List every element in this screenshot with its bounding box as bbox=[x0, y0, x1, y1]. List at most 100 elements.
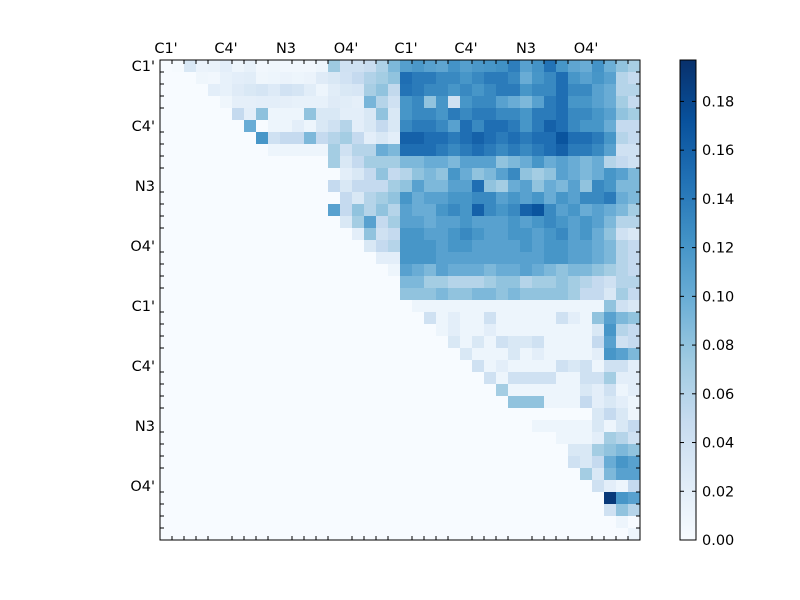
heatmap-cell bbox=[436, 504, 449, 517]
heatmap-cell bbox=[532, 252, 545, 265]
heatmap-cell bbox=[520, 132, 533, 145]
heatmap-cell bbox=[328, 204, 341, 217]
heatmap-cell bbox=[508, 144, 521, 157]
heatmap-cell bbox=[244, 168, 257, 181]
heatmap-cell bbox=[520, 456, 533, 469]
heatmap-cell bbox=[376, 420, 389, 433]
heatmap-cell bbox=[436, 348, 449, 361]
heatmap-cell bbox=[400, 420, 413, 433]
heatmap-cell bbox=[268, 396, 281, 409]
heatmap-cell bbox=[304, 252, 317, 265]
heatmap-cell bbox=[628, 456, 641, 469]
heatmap-cell bbox=[184, 240, 197, 253]
heatmap-cell bbox=[508, 216, 521, 229]
heatmap-cell bbox=[352, 84, 365, 97]
y-tick-label: C1' bbox=[132, 299, 155, 315]
heatmap-cell bbox=[352, 228, 365, 241]
heatmap-cell bbox=[400, 324, 413, 337]
heatmap-cell bbox=[316, 156, 329, 169]
heatmap-cell bbox=[592, 168, 605, 181]
heatmap-cell bbox=[376, 252, 389, 265]
heatmap-cell bbox=[196, 204, 209, 217]
heatmap-cell bbox=[172, 468, 185, 481]
heatmap-cell bbox=[304, 120, 317, 133]
heatmap-cell bbox=[184, 336, 197, 349]
heatmap-cell bbox=[604, 492, 617, 505]
heatmap-cell bbox=[232, 360, 245, 373]
heatmap-cell bbox=[316, 276, 329, 289]
heatmap-cell bbox=[448, 396, 461, 409]
heatmap-cell bbox=[328, 420, 341, 433]
heatmap-cell bbox=[580, 156, 593, 169]
heatmap-cell bbox=[364, 360, 377, 373]
colorbar-tick-label: 0.18 bbox=[702, 94, 734, 110]
heatmap-cell bbox=[256, 432, 269, 445]
heatmap-cell bbox=[412, 144, 425, 157]
heatmap-cell bbox=[244, 324, 257, 337]
heatmap-cell bbox=[256, 144, 269, 157]
heatmap-cell bbox=[292, 456, 305, 469]
heatmap-cell bbox=[184, 276, 197, 289]
heatmap-cell bbox=[616, 480, 629, 493]
heatmap-cell bbox=[388, 324, 401, 337]
heatmap-cell bbox=[232, 252, 245, 265]
heatmap-cell bbox=[484, 492, 497, 505]
heatmap-cell bbox=[484, 504, 497, 517]
heatmap-cell bbox=[592, 504, 605, 517]
heatmap-cell bbox=[268, 192, 281, 205]
heatmap-cell bbox=[364, 336, 377, 349]
heatmap-cell bbox=[616, 204, 629, 217]
heatmap-cell bbox=[544, 180, 557, 193]
heatmap-cell bbox=[532, 492, 545, 505]
heatmap-cell bbox=[448, 180, 461, 193]
heatmap-cell bbox=[328, 408, 341, 421]
heatmap-cell bbox=[508, 156, 521, 169]
heatmap-cell bbox=[532, 480, 545, 493]
heatmap-cell bbox=[256, 372, 269, 385]
heatmap-cell bbox=[160, 420, 173, 433]
heatmap-cell bbox=[316, 60, 329, 73]
heatmap-cell bbox=[520, 396, 533, 409]
heatmap-cell bbox=[520, 432, 533, 445]
heatmap-cell bbox=[304, 456, 317, 469]
heatmap-cell bbox=[544, 276, 557, 289]
heatmap-cell bbox=[220, 336, 233, 349]
heatmap-cell bbox=[556, 72, 569, 85]
heatmap-cell bbox=[376, 492, 389, 505]
heatmap-cell bbox=[628, 252, 641, 265]
heatmap-cell bbox=[340, 420, 353, 433]
heatmap-cell bbox=[256, 180, 269, 193]
heatmap-cell bbox=[208, 288, 221, 301]
heatmap-cell bbox=[364, 192, 377, 205]
heatmap-cell bbox=[388, 384, 401, 397]
heatmap-cell bbox=[352, 264, 365, 277]
heatmap-cell bbox=[616, 336, 629, 349]
heatmap-cell bbox=[556, 276, 569, 289]
heatmap-cell bbox=[316, 72, 329, 85]
x-tick-label: O4' bbox=[334, 41, 359, 57]
heatmap-cell bbox=[160, 312, 173, 325]
heatmap-cell bbox=[508, 108, 521, 121]
heatmap-cell bbox=[508, 204, 521, 217]
heatmap-cell bbox=[460, 480, 473, 493]
colorbar-tick-label: 0.16 bbox=[702, 143, 734, 159]
heatmap-cell bbox=[424, 84, 437, 97]
heatmap-cell bbox=[496, 528, 509, 541]
heatmap-cell bbox=[352, 156, 365, 169]
heatmap-cell bbox=[364, 312, 377, 325]
heatmap-cell bbox=[316, 348, 329, 361]
heatmap-cell bbox=[376, 456, 389, 469]
heatmap-cell bbox=[268, 240, 281, 253]
heatmap-cell bbox=[460, 444, 473, 457]
heatmap-cell bbox=[292, 336, 305, 349]
heatmap-cell bbox=[460, 528, 473, 541]
heatmap-cell bbox=[172, 276, 185, 289]
heatmap-cell bbox=[424, 240, 437, 253]
heatmap-cell bbox=[484, 144, 497, 157]
heatmap-cell bbox=[556, 444, 569, 457]
heatmap-cell bbox=[472, 84, 485, 97]
heatmap-cell bbox=[364, 372, 377, 385]
heatmap-cell bbox=[256, 96, 269, 109]
heatmap-cell bbox=[172, 72, 185, 85]
heatmap-cell bbox=[484, 228, 497, 241]
